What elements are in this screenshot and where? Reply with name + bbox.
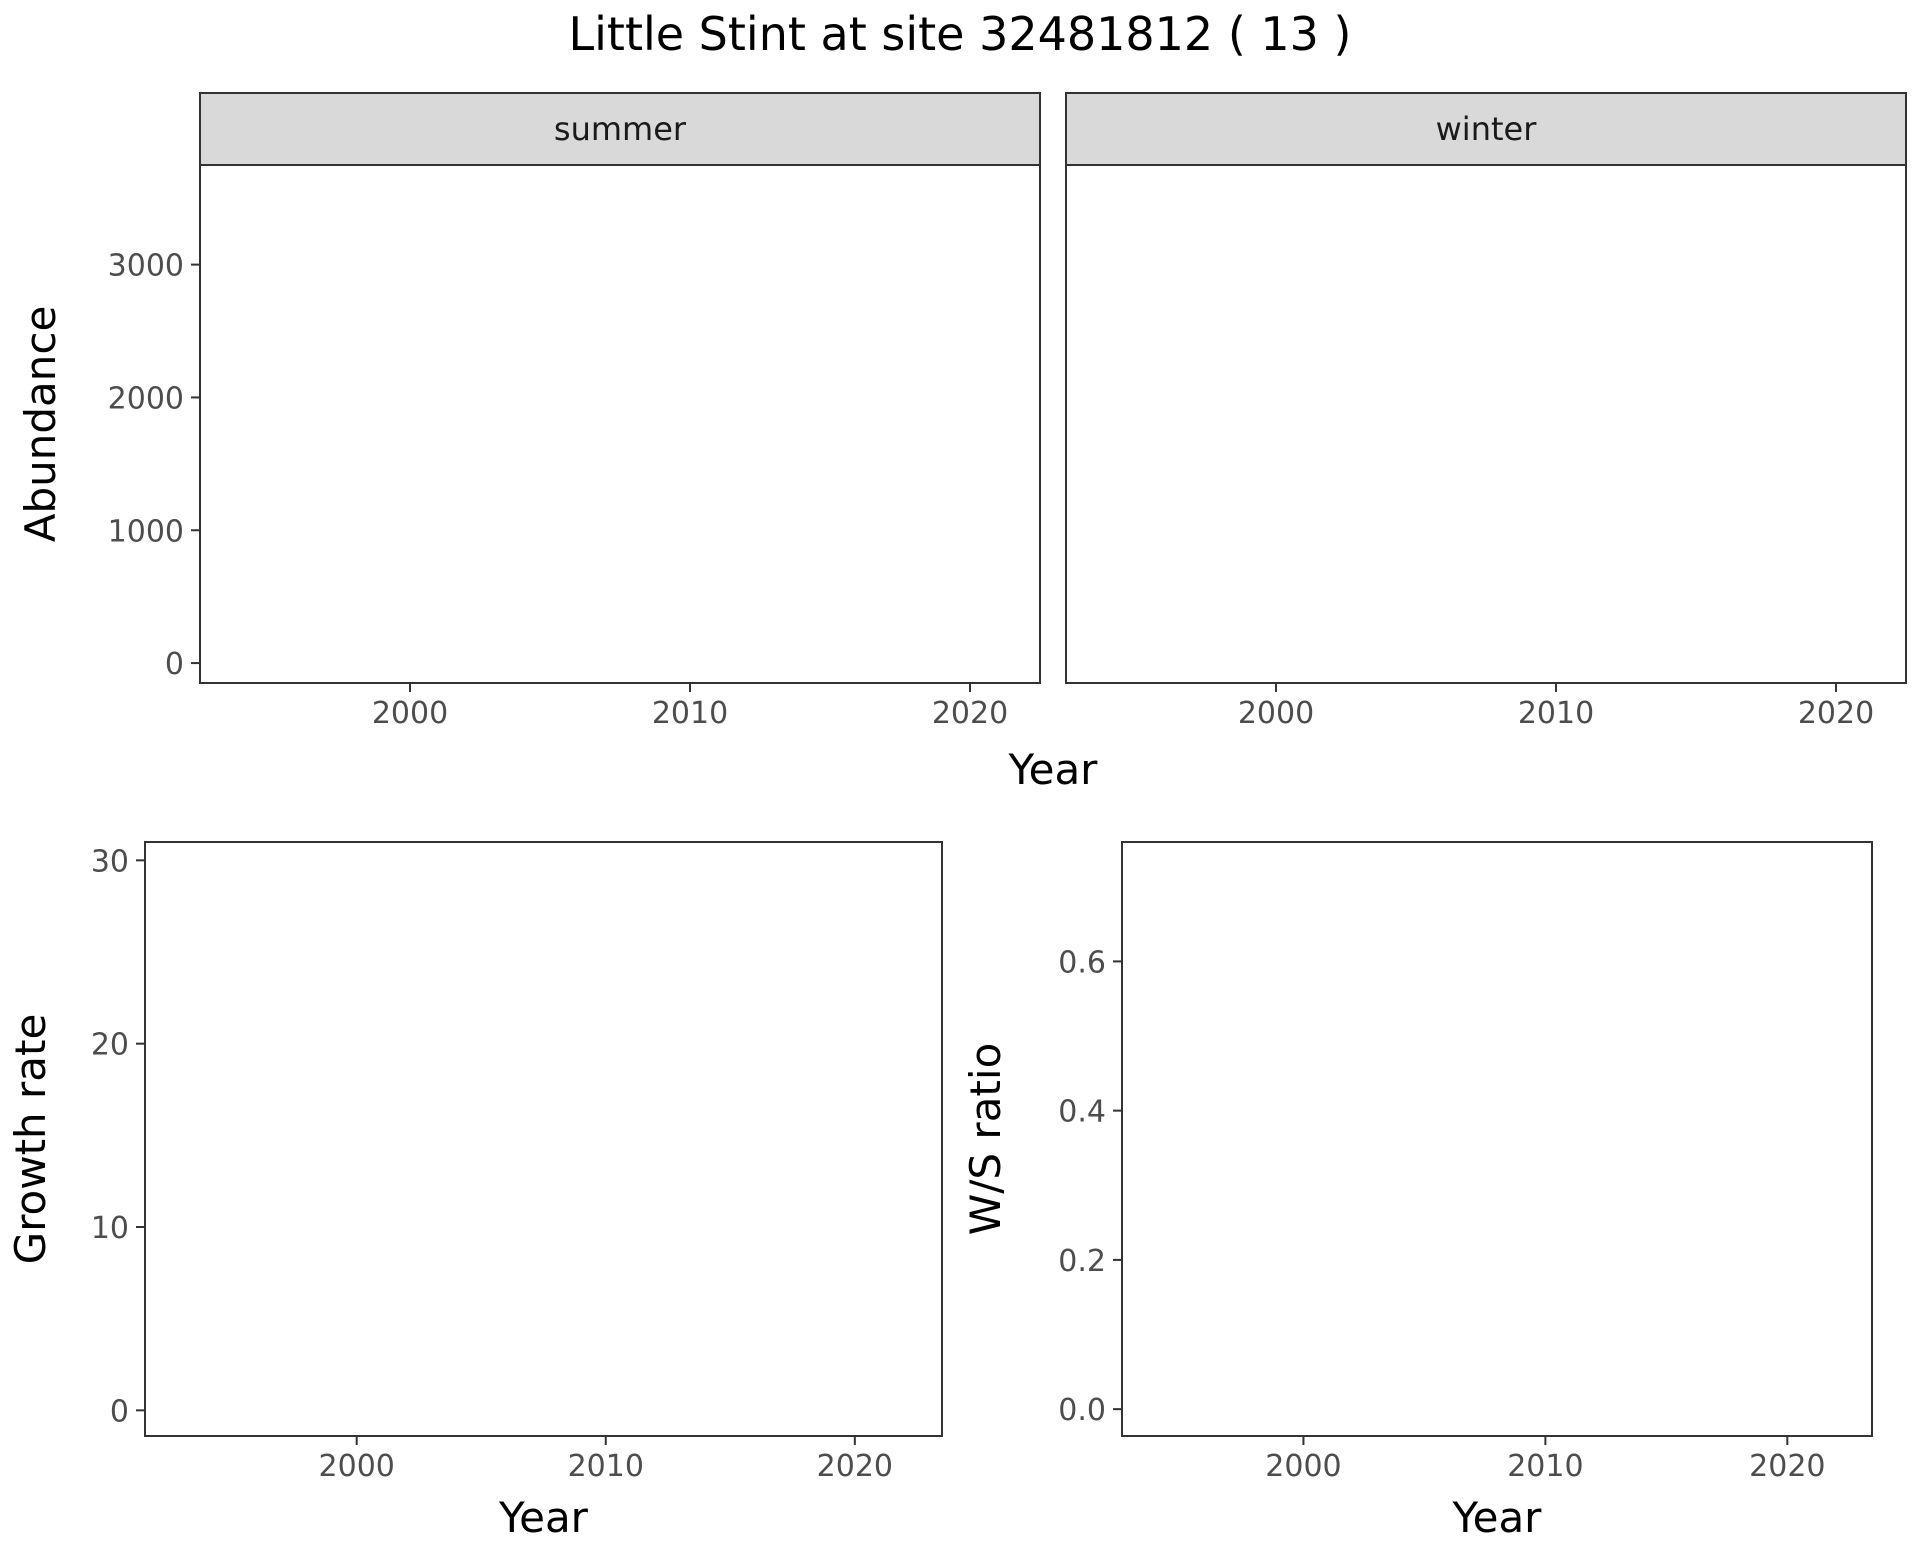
x-tick-label: 2020 bbox=[1749, 1449, 1825, 1484]
facet-label: winter bbox=[1436, 110, 1538, 148]
x-tick-label: 2010 bbox=[1518, 696, 1594, 731]
x-tick-label: 2010 bbox=[652, 696, 728, 731]
y-tick-label: 10 bbox=[91, 1211, 129, 1246]
y-tick-label: 0.6 bbox=[1058, 945, 1106, 980]
facet-label: summer bbox=[554, 110, 687, 148]
y-tick-label: 0 bbox=[165, 647, 184, 682]
panel-2: 2000 2010 2020 0 10 20 30 Growth rate Year bbox=[6, 841, 943, 1542]
x-axis-title: Year bbox=[498, 1493, 589, 1542]
x-tick-label: 2000 bbox=[319, 1449, 395, 1484]
x-tick-label: 2020 bbox=[817, 1449, 893, 1484]
x-tick-label: 2020 bbox=[1798, 696, 1874, 731]
y-tick-label: 1000 bbox=[108, 514, 184, 549]
facet-strip bbox=[199, 92, 1041, 166]
panel-border bbox=[144, 841, 943, 1437]
panel-border bbox=[1121, 841, 1873, 1437]
y-tick-label: 30 bbox=[91, 844, 129, 879]
x-tick-label: 2000 bbox=[1238, 696, 1314, 731]
y-axis-title: Abundance bbox=[16, 306, 65, 543]
panel-border bbox=[199, 164, 1041, 684]
x-axis-title: Year bbox=[1452, 1493, 1543, 1542]
panel-1: winter 2000 2010 2020 bbox=[1065, 92, 1907, 731]
panel-0: summer 2000 2010 2020 0 1000 2000 3000 Abundance bbox=[16, 92, 1041, 731]
y-tick-label: 0.4 bbox=[1058, 1095, 1106, 1130]
y-axis-title: Growth rate bbox=[6, 1014, 55, 1265]
facet-strip bbox=[1065, 92, 1907, 166]
y-tick-label: 0.0 bbox=[1058, 1393, 1106, 1428]
y-tick-label: 3000 bbox=[108, 249, 184, 284]
x-axis-title-shared: Year bbox=[1008, 745, 1099, 794]
y-tick-label: 2000 bbox=[108, 381, 184, 416]
y-tick-label: 0 bbox=[110, 1394, 129, 1429]
x-tick-label: 2000 bbox=[1265, 1449, 1341, 1484]
x-tick-label: 2010 bbox=[1507, 1449, 1583, 1484]
x-tick-label: 2000 bbox=[372, 696, 448, 731]
x-tick-label: 2010 bbox=[568, 1449, 644, 1484]
y-axis-title: W/S ratio bbox=[961, 1043, 1010, 1236]
panel-3: 2000 2010 2020 0.0 0.2 0.4 0.6 W/S ratio Year bbox=[961, 841, 1873, 1542]
figure-title: Little Stint at site 32481812 ( 13 ) bbox=[569, 7, 1352, 61]
y-tick-label: 0.2 bbox=[1058, 1244, 1106, 1279]
x-tick-label: 2020 bbox=[932, 696, 1008, 731]
panel-border bbox=[1065, 164, 1907, 684]
y-tick-label: 20 bbox=[91, 1028, 129, 1063]
